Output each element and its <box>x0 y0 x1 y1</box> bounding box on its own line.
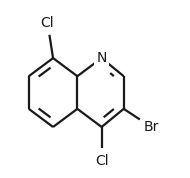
Text: Br: Br <box>144 120 159 134</box>
Text: N: N <box>97 51 107 65</box>
Text: Cl: Cl <box>41 16 54 30</box>
Text: Cl: Cl <box>95 154 108 167</box>
